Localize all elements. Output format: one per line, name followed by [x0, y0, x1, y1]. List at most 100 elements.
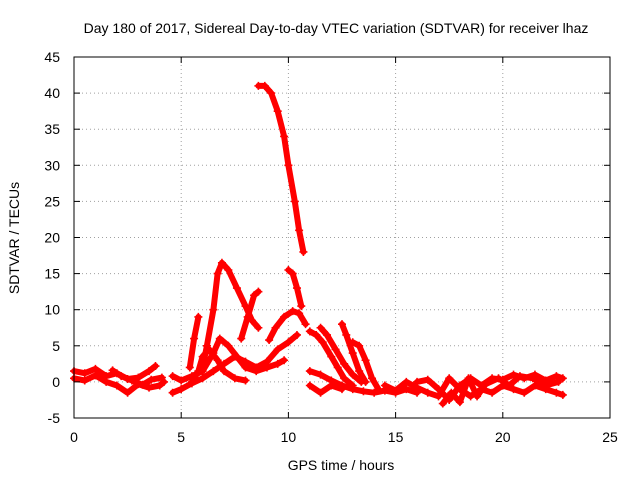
data-point — [127, 376, 136, 385]
data-point — [237, 334, 246, 343]
y-tick-label: 5 — [52, 338, 60, 354]
data-point — [177, 376, 186, 385]
data-point — [494, 374, 503, 383]
data-point — [177, 385, 186, 394]
y-tick-label: 0 — [52, 374, 60, 390]
data-point — [528, 374, 537, 383]
data-point — [213, 269, 222, 278]
data-point — [445, 374, 454, 383]
data-point — [333, 363, 342, 372]
data-point — [273, 107, 282, 116]
data-point — [331, 345, 340, 354]
data-point — [213, 356, 222, 365]
y-tick-label: 20 — [44, 230, 60, 246]
data-point — [297, 302, 306, 311]
data-point — [80, 376, 89, 385]
data-point — [288, 307, 297, 316]
data-point — [108, 366, 117, 375]
data-point — [355, 341, 364, 350]
data-point — [292, 284, 301, 293]
series-arc-p — [348, 338, 383, 394]
data-point — [288, 269, 297, 278]
data-point — [290, 197, 299, 206]
data-point — [361, 377, 370, 386]
data-point — [194, 367, 203, 376]
data-point — [348, 349, 357, 358]
series-arc-i — [237, 287, 263, 343]
data-point — [391, 386, 400, 395]
x-tick-label: 25 — [602, 429, 618, 445]
data-point — [299, 247, 308, 256]
data-point — [434, 385, 443, 394]
data-point — [271, 323, 280, 332]
data-point — [552, 372, 561, 381]
data-point — [241, 376, 250, 385]
data-point — [254, 287, 263, 296]
data-point — [138, 380, 147, 389]
data-point — [168, 372, 177, 381]
chart-title: Day 180 of 2017, Sidereal Day-to-day VTE… — [84, 20, 589, 36]
data-point — [301, 320, 310, 329]
y-tick-label: 45 — [44, 49, 60, 65]
data-point — [280, 312, 289, 321]
data-point — [380, 381, 389, 390]
data-point — [338, 320, 346, 329]
y-tick-label: -5 — [48, 410, 61, 426]
data-point — [209, 305, 218, 314]
series-arc-h — [198, 258, 263, 372]
data-point — [220, 367, 229, 376]
data-point — [455, 398, 464, 407]
data-point — [232, 352, 241, 361]
data-point — [316, 323, 325, 332]
data-point — [198, 374, 207, 383]
data-point — [340, 359, 349, 368]
data-point — [327, 352, 336, 361]
data-point — [520, 388, 529, 397]
data-point — [151, 362, 160, 371]
data-point — [348, 385, 357, 394]
data-point — [145, 367, 154, 376]
data-point — [123, 388, 132, 397]
x-tick-label: 5 — [177, 429, 185, 445]
data-point — [215, 334, 224, 343]
data-point — [112, 381, 121, 390]
data-point — [340, 374, 349, 383]
data-point — [230, 374, 239, 383]
data-point — [359, 387, 368, 396]
data-point — [252, 367, 261, 376]
data-point — [509, 385, 518, 394]
data-point — [423, 388, 432, 397]
data-point — [558, 374, 567, 383]
series-arc-c — [108, 366, 166, 389]
data-point — [402, 385, 411, 394]
data-point — [295, 309, 304, 318]
series-line — [306, 382, 345, 396]
series-line — [71, 372, 167, 396]
series-arc-k — [284, 265, 306, 311]
data-point — [316, 388, 325, 397]
data-point — [190, 334, 199, 343]
x-tick-label: 20 — [495, 429, 511, 445]
data-point — [217, 258, 226, 267]
x-tick-label: 10 — [281, 429, 297, 445]
series-line — [439, 373, 562, 407]
data-point — [267, 89, 276, 98]
data-point — [280, 132, 289, 141]
data-point — [280, 356, 289, 365]
data-point — [509, 370, 518, 379]
data-point — [316, 370, 325, 379]
data-point — [198, 363, 207, 372]
series-line — [317, 324, 365, 385]
data-point — [368, 374, 377, 383]
data-point — [260, 81, 269, 90]
series-arc-o — [338, 320, 370, 386]
data-point — [284, 161, 293, 170]
data-point — [554, 377, 563, 386]
axis-ticks: 0 5 10 15 20 25 -5 0 5 10 15 20 25 30 35 40 45 — [44, 49, 618, 445]
x-tick-label: 0 — [70, 429, 78, 445]
series-arc-l — [265, 307, 310, 345]
series-arc-r — [305, 381, 346, 397]
series-arc-u — [438, 372, 563, 408]
data-point — [370, 388, 379, 397]
